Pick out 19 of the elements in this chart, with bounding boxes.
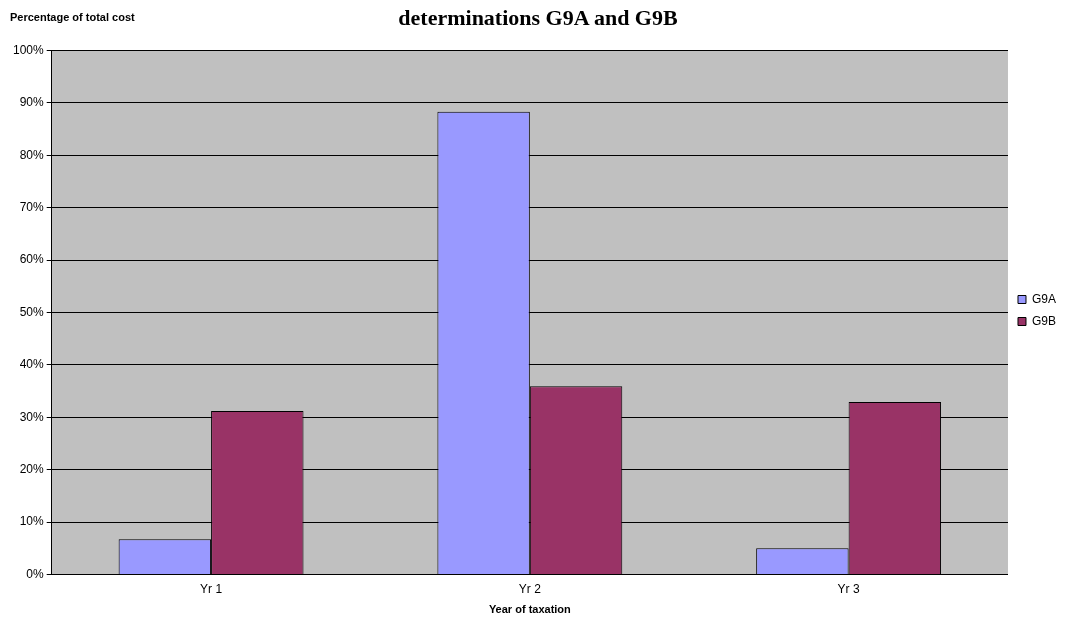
y-axis-title: Percentage of total cost bbox=[10, 11, 136, 24]
y-tick-label: 40% bbox=[19, 357, 45, 372]
y-tick-label: 50% bbox=[19, 304, 45, 319]
x-tick-label: Yr 3 bbox=[837, 581, 860, 596]
y-tick-label: 80% bbox=[19, 147, 45, 162]
y-tick-label: 100% bbox=[12, 42, 45, 57]
y-tick-label: 70% bbox=[19, 199, 45, 214]
x-tick-label: Yr 2 bbox=[518, 581, 542, 596]
y-tick-label: 90% bbox=[19, 95, 45, 110]
legend-label: G9B bbox=[1031, 313, 1056, 328]
y-tick-label: 10% bbox=[19, 514, 45, 529]
y-tick-label: 60% bbox=[19, 252, 45, 267]
x-axis-title: Year of taxation bbox=[488, 603, 572, 616]
chart-title: determinations G9A and G9B bbox=[398, 4, 678, 30]
x-tick-label: Yr 1 bbox=[200, 581, 223, 596]
y-tick-label: 30% bbox=[19, 409, 45, 424]
legend-label: G9A bbox=[1031, 291, 1056, 306]
y-tick-label: 20% bbox=[19, 461, 45, 476]
y-tick-label: 0% bbox=[26, 566, 45, 581]
